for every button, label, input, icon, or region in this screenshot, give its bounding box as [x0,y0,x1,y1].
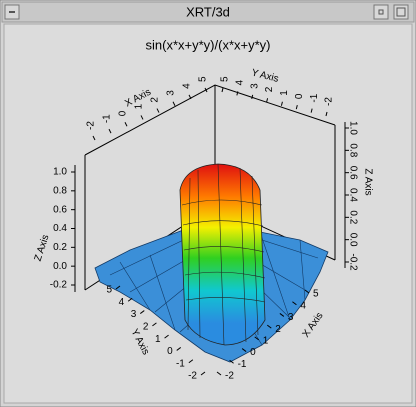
tick-label: 3 [249,83,260,89]
tick-mark [229,359,234,364]
tick-label: 0.6 [347,166,358,180]
tick-mark [188,359,194,364]
tick-label: -2 [188,371,197,382]
tick-label: 1 [279,90,290,96]
tick-mark [221,87,224,93]
surface-peak-mesh [181,163,266,346]
tick-label: 2 [275,324,281,335]
tick-mark [176,347,182,351]
minimize-button[interactable] [373,4,389,20]
tick-label: 3 [131,309,137,320]
window-title: XRT/3d [186,4,230,19]
tick-mark [156,108,160,113]
tick-label: 5 [220,76,231,82]
tick-label: -0.2 [347,253,358,271]
tick-label: -1 [309,93,320,102]
title-bar [1,1,415,23]
tick-label: 0.8 [347,143,358,157]
tick-mark [310,108,313,113]
tick-label: 0.0 [53,261,67,272]
tick-mark [241,348,247,352]
tick-label: -1 [102,114,113,123]
surface-peak [179,163,266,346]
axis-label: Z Axis [362,168,373,195]
tick-mark [216,371,222,376]
tick-label: 0.4 [347,188,358,202]
tick-label: 3 [288,312,294,323]
tick-label: 0.2 [347,210,358,224]
tick-label: 5 [106,285,112,296]
tick-label: 2 [264,86,275,92]
maximize-button[interactable] [393,4,409,20]
tick-label: 0 [118,110,129,116]
tick-mark [140,115,144,120]
tick-mark [108,128,112,134]
tick-mark [266,324,272,329]
tick-label: -2 [86,121,97,130]
minimize-icon [378,9,384,15]
tick-mark [172,101,176,106]
tick-mark [127,297,133,302]
tick-label: 1 [263,335,269,346]
tick-mark [304,289,310,294]
tick-label: 1.0 [53,167,67,178]
tick-label: 0.8 [53,185,67,196]
tick-label: 3 [166,90,177,96]
surface [94,163,329,363]
tick-label: 4 [182,83,193,89]
tick-mark [115,285,121,290]
tick-label: 4 [234,79,245,85]
tick-mark [124,122,128,127]
tick-mark [152,322,157,327]
tick-label: 4 [119,297,125,308]
tick-mark [292,301,297,306]
tick-mark [139,310,145,314]
tick-mark [200,371,206,376]
tick-label: 0 [294,93,305,99]
tick-label: 0 [250,347,256,358]
tick-mark [325,111,328,117]
tick-label: 1 [134,103,145,109]
tick-label: 5 [198,76,209,82]
tick-mark [266,98,269,103]
tick-label: 0.6 [53,204,67,215]
tick-label: 1 [155,334,161,345]
tick-mark [280,101,283,106]
tick-label: 0 [167,346,173,357]
tick-label: 0.0 [347,233,358,247]
tick-mark [295,105,298,110]
tick-label: -1 [238,359,247,370]
tick-mark [279,313,285,317]
tick-label: -2 [324,97,335,106]
tick-label: 1.0 [347,121,358,135]
tick-label: 5 [313,289,319,300]
chart-title: sin(x*x+y*y)/(x*x+y*y) [146,37,271,52]
tick-label: -0.2 [50,280,68,291]
tick-label: -1 [176,358,185,369]
maximize-icon [396,7,406,17]
tick-mark [204,87,208,93]
menu-icon [9,11,15,13]
tick-mark [164,334,169,339]
tick-mark [92,135,96,141]
tick-mark [254,336,260,341]
tick-label: 4 [300,300,306,311]
tick-label: -2 [225,371,234,382]
tick-mark [251,94,254,99]
tick-label: 2 [143,321,149,332]
tick-label: 0.2 [53,242,67,253]
tick-label: 0.4 [53,223,67,234]
tick-mark [236,91,239,96]
tick-label: 2 [150,97,161,103]
tick-mark [188,94,192,100]
